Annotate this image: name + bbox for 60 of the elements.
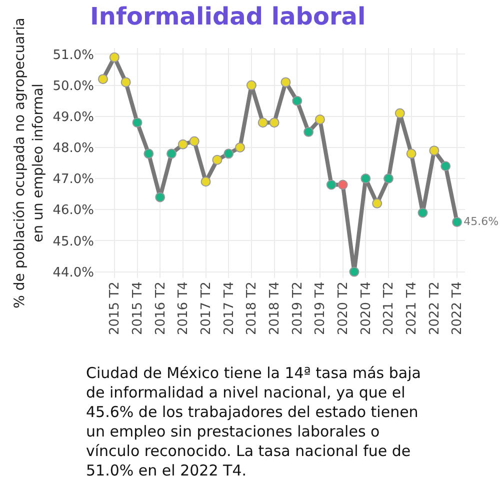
- point: [429, 146, 440, 156]
- y-tick-label: 47.0%: [52, 172, 94, 188]
- point: [338, 180, 348, 190]
- x-tick-label: 2018 T4: [268, 282, 283, 336]
- y-tick-label: 49.0%: [52, 110, 94, 125]
- point: [304, 126, 314, 137]
- point: [394, 108, 405, 118]
- point: [258, 118, 268, 128]
- y-tick-label: 50.0%: [52, 78, 94, 94]
- point: [372, 198, 382, 208]
- x-tick-label: 2017 T4: [222, 282, 237, 336]
- text: Ciudad de México tiene la 14ª tasa más baja de informalidad a nivel nacional, ya que el 45.6% de los trabajadores del estado tienen un empleo sin prestaciones laborales o vínculo reconocido. La tasa nacional fue de 51.0% en el 2022 T4.: [86, 364, 421, 480]
- x-tick-label: 2021 T2: [382, 282, 397, 336]
- point: [224, 148, 234, 159]
- y-tick-label: 46.0%: [52, 203, 94, 218]
- point: [144, 148, 154, 159]
- x-tick-label: 2017 T2: [198, 282, 214, 336]
- point: [212, 154, 222, 165]
- point: [235, 142, 246, 152]
- point: [269, 118, 280, 128]
- point: [132, 118, 142, 128]
- point: [155, 192, 166, 202]
- x-tick-label: 2019 T2: [290, 282, 306, 336]
- point: [383, 174, 394, 184]
- point: [178, 139, 188, 150]
- point: [406, 148, 416, 159]
- y-tick-label: 45.0%: [52, 234, 94, 250]
- point: [246, 80, 256, 90]
- point: [166, 148, 177, 159]
- point: [349, 266, 360, 277]
- point: [189, 136, 200, 146]
- x-tick-label: 2020 T4: [358, 282, 374, 336]
- x-tick-label: 2015 T2: [108, 282, 123, 336]
- x-tick-label: 2021 T4: [404, 282, 420, 336]
- y-tick-label: 44.0%: [52, 265, 94, 280]
- point: [280, 77, 291, 88]
- x-tick-label: 2016 T2: [153, 282, 168, 336]
- point: [98, 74, 108, 84]
- point: [109, 52, 120, 62]
- x-tick-label: 2020 T2: [336, 282, 352, 336]
- point: [292, 96, 302, 106]
- y-axis-title: % de población ocupada no agropecuaria en un empleo informal: [12, 18, 46, 308]
- chart-title: Informalidad laboral: [90, 2, 366, 30]
- y-tick-label: 51.0%: [52, 48, 94, 63]
- x-tick-label: 2019 T4: [313, 282, 328, 336]
- point: [440, 161, 451, 172]
- x-tick-label: 2022 T2: [427, 282, 442, 336]
- x-tick-label: 2018 T2: [244, 282, 260, 336]
- point: [326, 180, 336, 190]
- point: [200, 176, 211, 187]
- point: [120, 77, 131, 88]
- point: [452, 217, 462, 228]
- point: [360, 174, 371, 184]
- y-tick-label: 48.0%: [52, 141, 94, 156]
- x-tick-label: 2022 T4: [450, 282, 466, 336]
- point: [418, 208, 428, 218]
- x-tick-label: 2015 T4: [130, 282, 146, 336]
- point: [314, 114, 325, 124]
- x-tick-label: 2016 T4: [176, 282, 192, 336]
- data-label: 45.6%: [464, 214, 499, 228]
